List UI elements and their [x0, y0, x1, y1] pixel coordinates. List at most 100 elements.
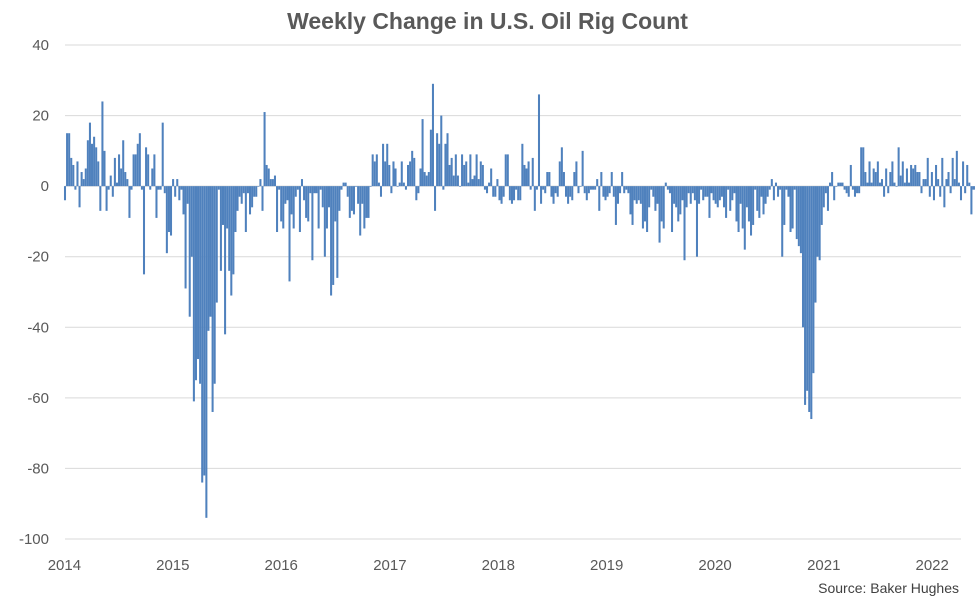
bar — [257, 186, 260, 187]
bar — [930, 172, 933, 187]
bar — [673, 186, 676, 204]
bar — [964, 186, 967, 194]
bar — [122, 140, 125, 187]
bar — [338, 186, 341, 211]
bar — [244, 186, 247, 233]
bar — [779, 186, 782, 190]
bar — [407, 164, 410, 187]
bar — [901, 161, 904, 187]
bar — [382, 143, 385, 187]
bar — [290, 186, 293, 215]
bar — [725, 186, 728, 218]
bar — [517, 186, 520, 201]
bar — [419, 168, 422, 187]
bar — [182, 186, 185, 215]
bar — [388, 164, 391, 187]
bar — [606, 186, 609, 197]
bar — [147, 154, 150, 187]
bar — [820, 186, 823, 225]
bar — [379, 186, 383, 197]
bar — [84, 168, 87, 187]
bar — [483, 186, 486, 190]
bar — [80, 172, 83, 187]
bar — [783, 186, 786, 225]
bar — [298, 186, 301, 233]
bar — [872, 168, 875, 187]
bar — [249, 186, 252, 215]
bar — [876, 161, 879, 187]
bar — [251, 186, 254, 208]
bar — [691, 186, 694, 194]
bar — [340, 186, 343, 190]
bar — [629, 186, 632, 215]
bar — [770, 179, 773, 187]
bar — [142, 186, 146, 275]
bar — [86, 140, 89, 187]
bar — [635, 186, 638, 204]
bar — [535, 186, 538, 190]
bar — [839, 182, 842, 187]
bar — [488, 182, 491, 187]
bar — [138, 133, 141, 187]
bar — [885, 168, 888, 187]
bar — [500, 186, 503, 204]
bar — [716, 186, 719, 208]
x-tick-label: 2016 — [265, 557, 298, 574]
bar — [924, 179, 927, 187]
y-tick-label: -40 — [27, 319, 49, 336]
bar — [311, 186, 314, 261]
bar — [78, 186, 81, 208]
bar — [296, 186, 299, 190]
bar — [263, 112, 266, 187]
bar — [706, 186, 709, 197]
bar — [818, 186, 821, 261]
bar — [756, 186, 759, 211]
bar — [267, 168, 270, 187]
bar — [211, 186, 214, 412]
bar — [165, 186, 168, 254]
bar — [167, 186, 170, 233]
bar — [334, 186, 337, 222]
bar — [949, 186, 952, 194]
bar — [831, 172, 834, 187]
bar — [687, 186, 690, 194]
bar — [404, 186, 407, 190]
x-tick-label: 2018 — [482, 557, 515, 574]
bar — [826, 186, 829, 211]
x-tick-label: 2019 — [590, 557, 623, 574]
bar — [469, 154, 472, 187]
bar — [795, 186, 798, 240]
bar — [675, 186, 678, 208]
bar — [132, 154, 135, 187]
bar — [207, 186, 210, 331]
bar — [596, 179, 599, 187]
bar — [280, 186, 283, 222]
bar — [639, 186, 642, 204]
bar — [74, 186, 77, 190]
bar — [646, 186, 649, 233]
bar — [903, 182, 906, 187]
bar — [641, 186, 644, 229]
bar — [799, 186, 802, 254]
bar — [768, 186, 771, 190]
bar — [631, 186, 634, 225]
bar — [552, 186, 555, 204]
bar — [194, 186, 197, 381]
bar — [643, 186, 647, 222]
bar — [259, 179, 262, 187]
bar — [425, 175, 428, 187]
bar — [845, 186, 848, 194]
bar — [515, 186, 518, 190]
bar — [63, 186, 67, 201]
bar — [392, 161, 395, 187]
bar — [359, 186, 362, 236]
bar — [317, 186, 320, 229]
bar — [415, 186, 418, 201]
bar — [103, 150, 106, 187]
bar — [109, 175, 112, 187]
bar — [760, 186, 763, 197]
bar — [232, 186, 235, 275]
bar — [342, 182, 345, 187]
bar — [774, 182, 777, 187]
bar — [648, 186, 651, 208]
